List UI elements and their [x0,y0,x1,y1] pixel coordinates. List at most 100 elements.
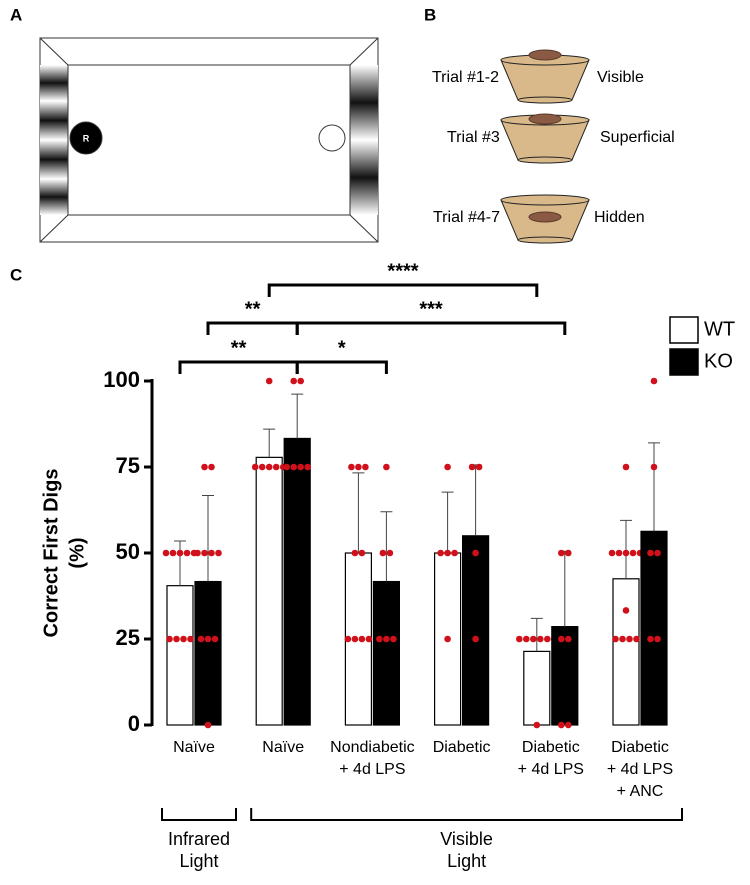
y-tick-label: 50 [116,539,140,564]
x-tick-label: Naïve [262,739,304,756]
data-point [654,635,661,643]
data-point [173,635,180,643]
data-point [612,635,619,643]
food [528,113,562,125]
legend-label: KO [704,350,733,372]
data-point [558,721,565,729]
data-point [365,635,373,643]
data-point [444,549,451,557]
error-bar [202,495,214,582]
cup-base [517,236,573,244]
data-point [194,549,201,557]
trial-label: Trial #3 [447,129,500,146]
data-point [162,549,170,557]
y-axis-title: Correct First Digs [40,469,62,638]
cup [500,59,590,101]
data-point [523,635,530,643]
significance-label: ** [231,337,247,359]
group-label: Light [447,851,486,871]
y-tick-label: 100 [103,367,140,392]
error-bar [441,491,454,553]
data-point [358,549,366,557]
data-point [358,635,366,643]
data-point [215,549,222,557]
x-tick-label: + ANC [617,783,664,800]
data-point [437,549,444,557]
bar [612,578,640,726]
group-bracket [161,808,237,821]
food [528,211,562,223]
error-bar [352,472,365,553]
data-point [383,635,390,643]
data-point [180,635,187,643]
cups: Trial #1-2 Visible Trial #3 Superficial Tria… [432,49,675,244]
data-point [204,635,212,643]
significance-bracket [295,321,567,335]
data-point [530,635,537,643]
data-point [537,635,544,643]
error-bar [558,550,571,627]
data-point [390,635,397,643]
data-point [650,377,658,385]
data-point [472,549,479,557]
error-bar [263,428,276,458]
significance-bracket [295,360,388,374]
y-tick-label: 75 [116,453,140,478]
bar [462,535,490,726]
trial-label: Trial #1-2 [432,69,499,86]
data-point [544,635,551,643]
x-tick-label: Diabetic [611,739,669,756]
significance-label: **** [387,260,418,282]
bar [372,580,400,726]
data-point [304,463,312,471]
data-point [355,463,362,471]
data-point [265,377,273,385]
data-point [444,635,451,643]
data-point [565,635,572,643]
trial-label: Trial #4-7 [433,209,500,226]
data-point [444,463,451,471]
data-point [204,721,212,729]
data-point [475,463,483,471]
panel-label: C [10,265,22,284]
data-point [251,463,259,471]
arena [39,37,379,243]
group-label: Visible [440,829,493,849]
data-point [297,377,305,385]
significance-label: * [338,337,346,359]
data-point [376,635,383,643]
bar [640,530,668,726]
y-tick-label: 0 [128,711,140,736]
significance-bracket [267,283,539,297]
x-tick-label: Naïve [173,739,215,756]
x-tick-label: + 4d LPS [607,761,673,778]
bar [523,650,551,726]
data-point [344,635,352,643]
error-bar [469,464,482,536]
data-point [558,549,565,557]
data-point [187,635,194,643]
cup-rim [500,194,590,206]
data-point [201,549,208,557]
data-point [468,463,476,471]
data-point [258,463,266,471]
data-point [650,463,658,471]
data-point [608,549,616,557]
data-point [297,463,305,471]
data-point [265,463,273,471]
data-point [622,549,630,557]
data-point [615,549,623,557]
group-label: Light [179,851,218,871]
data-point [169,549,177,557]
data-point [633,635,640,643]
error-bar [620,519,632,579]
error-bar [174,540,186,586]
robot-label: R [83,133,90,143]
bar [283,437,311,726]
data-point [565,549,572,557]
significance-label: *** [419,298,443,320]
panel-label: B [424,5,436,24]
legend-swatch [669,348,699,376]
cup-base [517,156,573,164]
data-point [654,549,661,557]
